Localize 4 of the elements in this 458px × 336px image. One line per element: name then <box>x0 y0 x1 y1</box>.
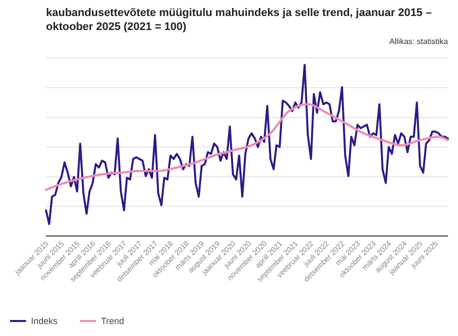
legend-label: Indeks <box>31 316 58 326</box>
chart-title: kaubandusettevõtete müügitulu mahuindeks ja selle trend, jaanuar 2015 – oktoober 2025 (2021 = 100) <box>46 7 432 33</box>
legend-label: Trend <box>101 316 124 326</box>
text: Allikas: statistika <box>389 37 449 46</box>
